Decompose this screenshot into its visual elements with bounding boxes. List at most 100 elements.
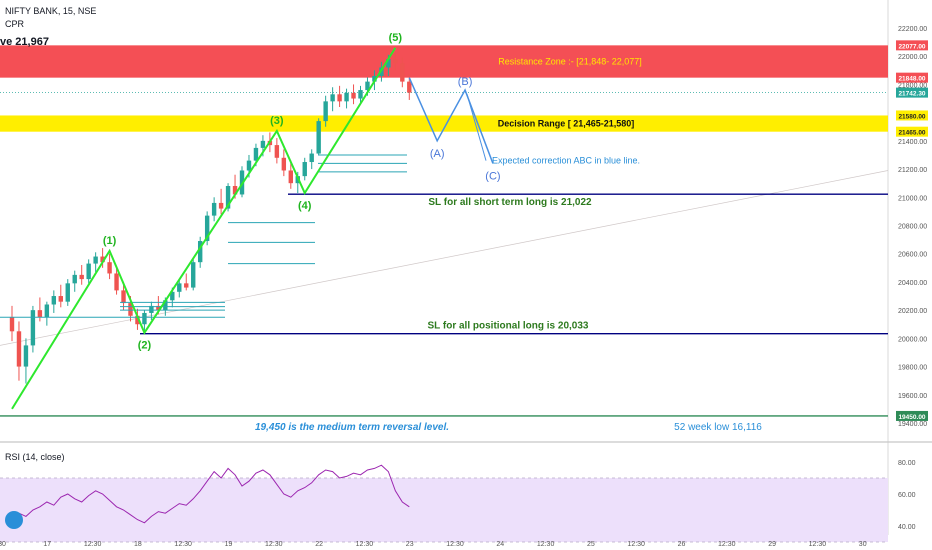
candle-body [365, 81, 370, 91]
y-tick-label: 21400.00 [898, 139, 927, 146]
candle-body [344, 92, 349, 102]
x-tick-label: 30 [0, 541, 6, 548]
candle-body [114, 273, 119, 291]
candle-body [149, 305, 154, 313]
y-tick-label: 20200.00 [898, 308, 927, 315]
x-tick-label: 12:30 [809, 541, 827, 548]
symbol-title: NIFTY BANK, 15, NSE [5, 6, 97, 16]
x-tick-label: 12:30 [446, 541, 464, 548]
week52-low-label: 52 week low 16,116 [674, 422, 762, 433]
rsi-tick-label: 40.00 [898, 524, 916, 531]
y-tick-label: 20000.00 [898, 336, 927, 343]
price-badge [896, 72, 928, 83]
candle-body [351, 92, 356, 99]
candle-body [337, 94, 342, 102]
sl-short-label: SL for all short term long is 21,022 [428, 197, 592, 208]
candle-body [163, 300, 168, 311]
price-badge [896, 87, 928, 98]
candle-body [400, 63, 405, 82]
candle-body [51, 296, 57, 305]
candle-body [253, 147, 259, 161]
x-tick-label: 12:30 [537, 541, 555, 548]
indicator-label: CPR [5, 19, 25, 29]
y-tick-label: 19800.00 [898, 365, 927, 372]
price-badge [896, 410, 928, 421]
candle-body [170, 291, 175, 301]
abc-projection-line [408, 77, 494, 164]
medium-term-label: 19,450 is the medium term reversal level… [255, 422, 449, 433]
price-badge-label: 21742.30 [898, 91, 925, 98]
candle-body [44, 304, 50, 318]
candle-body [274, 145, 280, 158]
candle-body [281, 157, 287, 171]
candle-body [358, 90, 363, 99]
price-badge [896, 40, 928, 51]
candle-body [16, 331, 22, 367]
candle-body [9, 317, 15, 332]
candle-body [79, 274, 84, 280]
candle-body [142, 312, 147, 325]
candle-body [309, 153, 314, 163]
y-tick-label: 19400.00 [898, 421, 927, 428]
candle-body [372, 75, 377, 82]
candle-body [30, 310, 36, 346]
candle-body [177, 283, 182, 292]
price-badge-label: 21580.00 [898, 113, 925, 120]
decision-range-label: Decision Range [ 21,465-21,580] [498, 119, 635, 129]
partial-legend-label: ve 21,967 [0, 36, 49, 48]
candle-body [100, 256, 105, 263]
candle-body [93, 256, 98, 264]
price-badge-label: 22077.00 [898, 43, 925, 50]
candle-body [156, 305, 161, 311]
price-badge-label: 19450.00 [898, 414, 925, 421]
x-tick-label: 12:30 [718, 541, 736, 548]
tradingview-logo-icon [5, 511, 23, 529]
candle-body [330, 94, 335, 102]
candle-body [197, 241, 203, 263]
candle-body [191, 262, 196, 288]
candle-body [128, 303, 133, 316]
candle-body [288, 170, 293, 184]
y-tick-label: 20400.00 [898, 280, 927, 287]
x-tick-label: 22 [315, 541, 323, 548]
expected-correction-label: Expected correction ABC in blue line. [492, 156, 640, 166]
x-tick-label: 25 [587, 541, 595, 548]
zone-resistance [0, 45, 888, 78]
rsi-tick-label: 80.00 [898, 460, 916, 467]
candle-body [107, 262, 112, 274]
candle-body [86, 263, 91, 280]
price-badge [896, 110, 928, 121]
wave-label: (2) [138, 340, 152, 352]
x-tick-label: 19 [225, 541, 233, 548]
rsi-line [11, 464, 410, 524]
y-tick-label: 22000.00 [898, 54, 927, 61]
candle-body [23, 345, 29, 367]
abc-label: (A) [430, 148, 445, 160]
candle-body [246, 160, 252, 171]
candle-body [65, 283, 70, 302]
x-tick-label: 29 [768, 541, 776, 548]
sl-positional-label: SL for all positional long is 20,033 [428, 321, 589, 332]
candle-body [393, 59, 398, 64]
candle-body [211, 202, 217, 216]
abc-label: (C) [485, 170, 500, 182]
x-tick-label: 26 [678, 541, 686, 548]
rsi-panel-label: RSI (14, close) [5, 452, 65, 462]
price-badge [896, 126, 928, 137]
candle-body [260, 140, 266, 148]
y-tick-label: 22200.00 [898, 26, 927, 33]
y-tick-label: 21200.00 [898, 167, 927, 174]
y-tick-label: 19600.00 [898, 393, 927, 400]
x-tick-label: 12:30 [174, 541, 192, 548]
candle-body [407, 81, 412, 93]
y-tick-label: 21000.00 [898, 195, 927, 202]
candle-body [37, 310, 43, 318]
y-tick-label: 20600.00 [898, 252, 927, 259]
zone-decision [0, 115, 888, 132]
wave-label: (1) [103, 235, 117, 247]
price-badge-label: 21848.00 [898, 76, 925, 83]
y-tick-label: 20800.00 [898, 224, 927, 231]
x-tick-label: 24 [496, 541, 504, 548]
wave-label: (4) [298, 200, 312, 212]
